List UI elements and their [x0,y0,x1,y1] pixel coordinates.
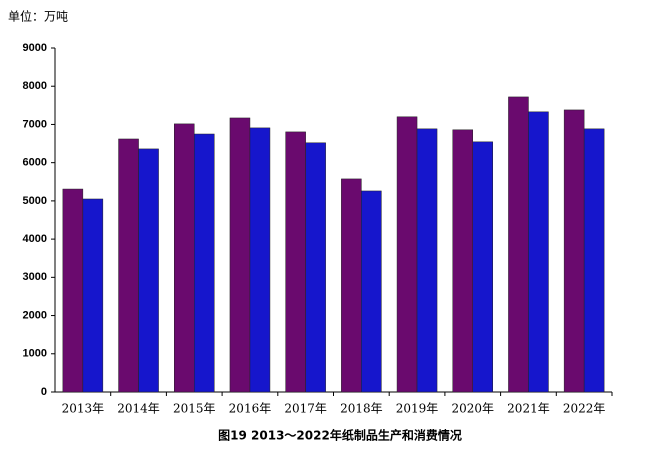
y-tick-label: 9000 [23,42,47,54]
bar [62,188,84,393]
bar [472,141,493,393]
y-tick-label: 3000 [23,271,47,283]
bar [249,127,271,393]
bar [118,138,139,393]
x-tick-label: 2015年 [173,402,216,416]
y-tick-label: 2000 [23,309,47,321]
y-tick-label: 4000 [23,233,47,245]
x-tick-label: 2019年 [396,402,439,416]
y-tick-label: 0 [41,386,47,398]
x-tick-label: 2013年 [62,402,105,416]
bar [528,111,549,393]
x-tick-label: 2021年 [507,402,550,416]
bar [563,109,585,393]
bar [361,190,382,393]
bar [285,131,306,393]
bar [305,142,326,393]
bar [82,198,104,393]
x-tick-label: 2022年 [563,402,606,416]
y-tick-label: 7000 [23,118,47,130]
bar [583,128,605,393]
bar [341,178,362,393]
bar [452,129,473,393]
y-tick-label: 8000 [23,80,47,92]
bar [194,133,215,393]
bar [229,117,251,393]
x-tick-label: 2020年 [451,402,494,416]
bar [416,128,438,393]
unit-label: 单位：万吨 [8,9,68,24]
x-tick-label: 2014年 [117,402,160,416]
bar [174,123,195,393]
x-tick-label: 2016年 [229,402,272,416]
y-tick-label: 1000 [23,348,47,360]
y-tick-label: 5000 [23,195,47,207]
bar [508,96,529,393]
x-tick-label: 2017年 [284,402,327,416]
bar [396,116,418,393]
chart-caption: 图19 2013～2022年纸制品生产和消费情况 [218,428,462,443]
bar [138,148,159,393]
x-tick-label: 2018年 [340,402,383,416]
y-tick-label: 6000 [23,157,47,169]
